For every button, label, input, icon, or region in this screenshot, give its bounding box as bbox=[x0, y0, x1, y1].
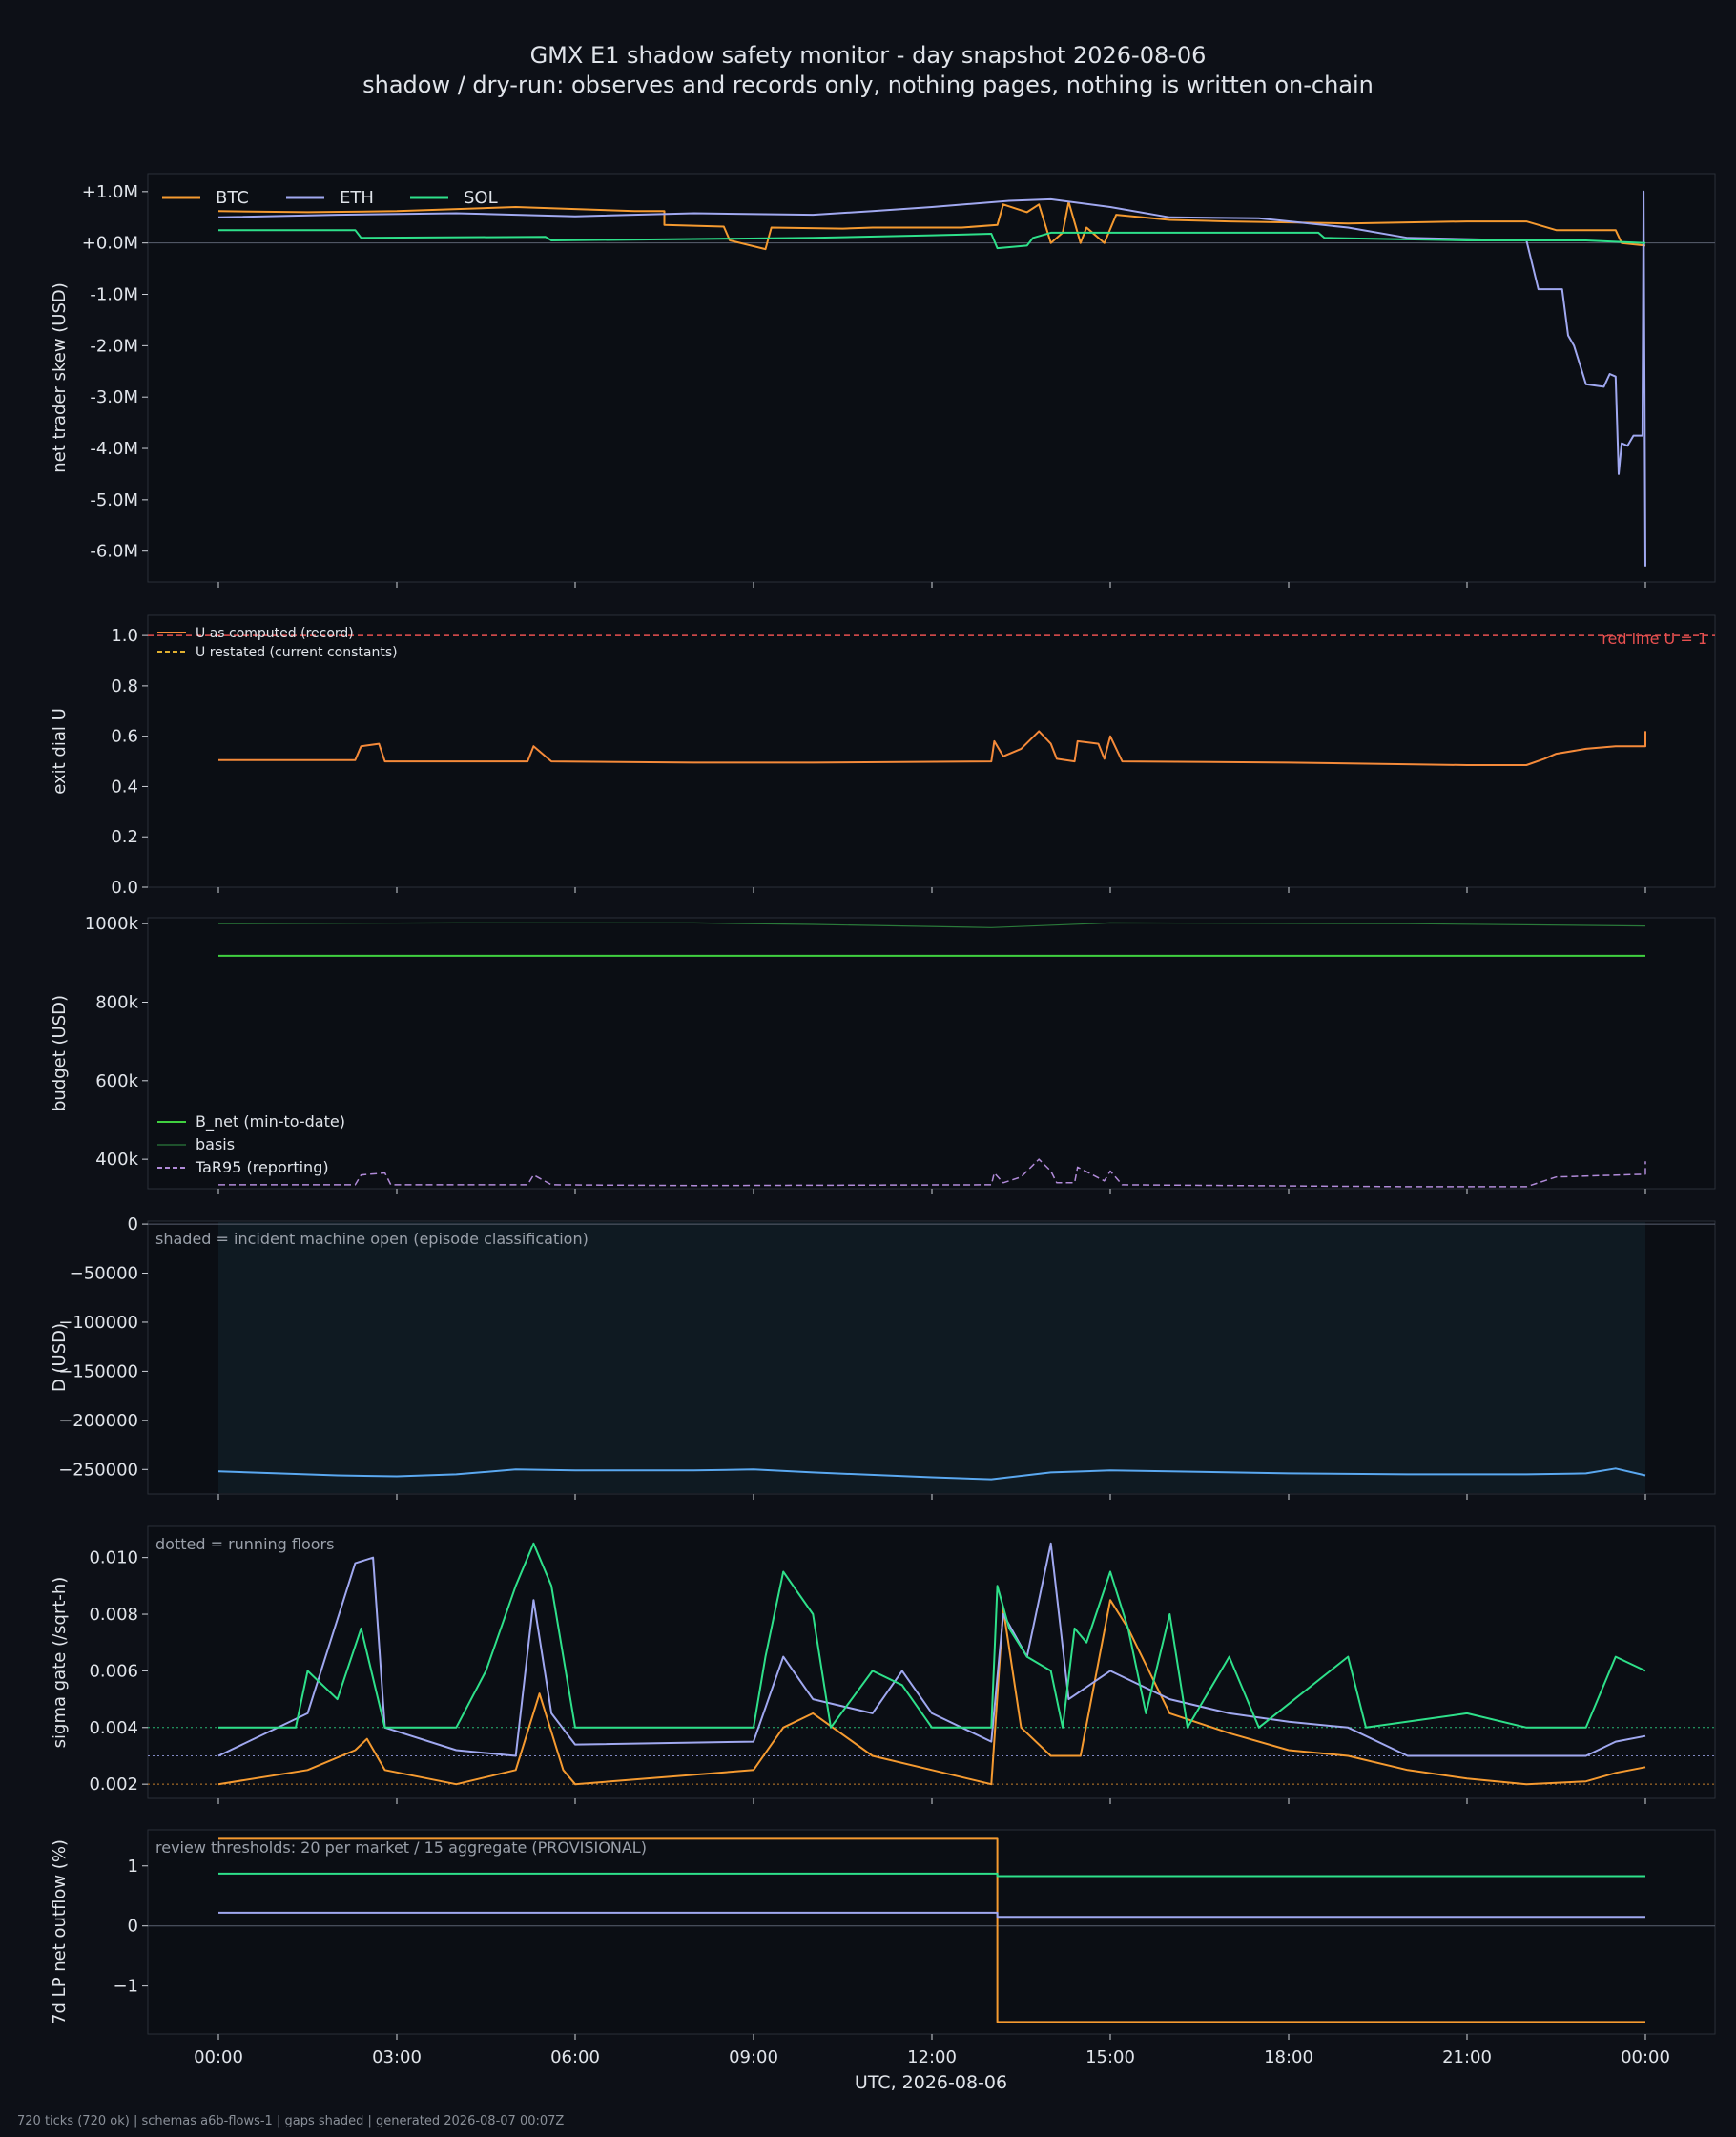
plot-area bbox=[147, 917, 1716, 1190]
legend-label-u-as-computed-record: U as computed (record) bbox=[196, 626, 354, 641]
y-tick-label: -6.0M bbox=[90, 542, 138, 562]
x-tick-label: 12:00 bbox=[907, 2047, 957, 2067]
series-line-eth bbox=[218, 1911, 1645, 1919]
y-tick-label: −50000 bbox=[70, 1264, 138, 1284]
series-line-btc bbox=[217, 200, 1646, 251]
y-tick-label: 800k bbox=[95, 992, 138, 1012]
red-line-label: red line U = 1 bbox=[1602, 630, 1707, 648]
y-tick-label: 0.004 bbox=[89, 1718, 138, 1738]
x-tick-label: 06:00 bbox=[550, 2047, 600, 2067]
series-line-basis bbox=[217, 922, 1646, 928]
x-tick-label: 09:00 bbox=[729, 2047, 778, 2067]
series-line-tar95-reporting bbox=[218, 1158, 1646, 1188]
y-axis-label: exit dial U bbox=[50, 708, 70, 795]
plot-area bbox=[147, 1525, 1716, 1799]
x-tick-label: 18:00 bbox=[1264, 2047, 1313, 2067]
x-axis-label: UTC, 2026-08-06 bbox=[855, 2072, 1007, 2093]
chart-panel-6: 1 0 −1 7d LP net outflow (%) review threshol… bbox=[50, 1829, 1716, 2040]
legend-label-eth: ETH bbox=[340, 188, 374, 208]
chart-panel-2: 0.0 0.2 0.4 0.6 0.8 1.0 exit dial U red line U … bbox=[50, 614, 1716, 898]
figure-subtitle: shadow / dry-run: observes and records o… bbox=[362, 72, 1374, 98]
panel-annotation: dotted = running floors bbox=[155, 1535, 334, 1553]
incident-shade bbox=[218, 1222, 1645, 1493]
y-tick-label: −200000 bbox=[58, 1411, 138, 1431]
y-tick-label: 1 bbox=[128, 1857, 138, 1877]
y-tick-label: 0.010 bbox=[89, 1548, 138, 1568]
chart-panel-4: 0 −50000 −100000 −150000 −200000 −250000 D (US… bbox=[50, 1214, 1716, 1500]
figure-title: GMX E1 shadow safety monitor - day snaps… bbox=[530, 42, 1207, 69]
y-axis-label: sigma gate (/sqrt-h) bbox=[50, 1577, 70, 1749]
y-tick-label: 600k bbox=[95, 1071, 138, 1091]
plot-area bbox=[147, 1829, 1716, 2035]
series-line-u-as-computed-record bbox=[218, 730, 1646, 766]
y-tick-label: 400k bbox=[95, 1150, 138, 1170]
y-tick-label: +0.0M bbox=[82, 234, 138, 254]
y-tick-label: −1 bbox=[113, 1977, 138, 1997]
legend: B_net (min-to-date) basis TaR95 (reporting… bbox=[157, 1112, 345, 1176]
y-axis-label: D (USD) bbox=[50, 1323, 70, 1392]
series-line-sol bbox=[218, 229, 1646, 250]
chart-panel-3: 400k 600k 800k 1000k budget (USD) B_net (min-… bbox=[50, 914, 1716, 1194]
y-tick-label: -3.0M bbox=[90, 387, 138, 407]
y-tick-label: 0.6 bbox=[111, 727, 138, 747]
y-tick-label: -1.0M bbox=[90, 285, 138, 305]
panel-annotation: shaded = incident machine open (episode … bbox=[155, 1230, 589, 1248]
legend-label-u-restated-current-constants: U restated (current constants) bbox=[196, 645, 398, 660]
y-axis-label: 7d LP net outflow (%) bbox=[50, 1839, 70, 2024]
series-line-btc bbox=[217, 1599, 1646, 1786]
x-tick-label: 21:00 bbox=[1442, 2047, 1492, 2067]
plot-area bbox=[147, 614, 1716, 888]
series-line-sol bbox=[218, 1872, 1645, 1878]
legend-label-basis: basis bbox=[196, 1135, 235, 1153]
series-line-d bbox=[217, 1467, 1646, 1481]
y-tick-label: 0.008 bbox=[89, 1605, 138, 1625]
y-tick-label: 1000k bbox=[85, 914, 139, 934]
y-tick-label: 0 bbox=[128, 1214, 138, 1234]
legend-label-tar95-reporting: TaR95 (reporting) bbox=[195, 1158, 329, 1176]
plot-area bbox=[147, 173, 1716, 583]
x-tick-label: 00:00 bbox=[1621, 2047, 1670, 2067]
chart-panel-5: 0.002 0.004 0.006 0.008 0.010 sigma gate (/sq… bbox=[50, 1525, 1716, 1804]
y-tick-label: 0.002 bbox=[89, 1774, 138, 1795]
y-tick-label: 0.2 bbox=[111, 827, 138, 847]
y-axis-label: net trader skew (USD) bbox=[50, 282, 70, 473]
y-tick-label: −250000 bbox=[58, 1460, 138, 1480]
y-axis-label: budget (USD) bbox=[50, 995, 70, 1111]
x-tick-label: 00:00 bbox=[194, 2047, 243, 2067]
legend-label-btc: BTC bbox=[216, 188, 249, 208]
series-line-sol bbox=[218, 1542, 1646, 1729]
y-tick-label: -4.0M bbox=[90, 439, 138, 459]
y-tick-label: 0.0 bbox=[111, 878, 138, 898]
y-tick-label: 0.8 bbox=[111, 676, 138, 696]
legend: BTC ETH SOL bbox=[162, 188, 498, 208]
footer-text: 720 ticks (720 ok) | schemas a6b-flows-1… bbox=[17, 2114, 565, 2128]
y-tick-label: −150000 bbox=[58, 1361, 138, 1381]
y-tick-label: −100000 bbox=[58, 1313, 138, 1333]
legend: U as computed (record) U restated (curren… bbox=[157, 626, 398, 660]
y-tick-label: 0.4 bbox=[111, 777, 138, 797]
panels: +1.0M +0.0M -1.0M -2.0M -3.0M -4.0M -5.0M -6.0M… bbox=[50, 173, 1716, 2067]
series-line-eth bbox=[217, 1542, 1646, 1757]
y-tick-label: -2.0M bbox=[90, 336, 138, 356]
panel-annotation: review thresholds: 20 per market / 15 ag… bbox=[155, 1838, 647, 1857]
y-tick-label: +1.0M bbox=[82, 182, 138, 202]
y-tick-label: -5.0M bbox=[90, 490, 138, 510]
x-tick-label: 03:00 bbox=[372, 2047, 422, 2067]
y-tick-label: 0.006 bbox=[89, 1661, 138, 1681]
y-tick-label: 1.0 bbox=[111, 626, 138, 646]
legend-label-sol: SOL bbox=[464, 188, 498, 208]
series-line-btc bbox=[218, 1837, 1645, 2023]
chart-panel-1: +1.0M +0.0M -1.0M -2.0M -3.0M -4.0M -5.0M -6.0M… bbox=[50, 173, 1716, 588]
x-tick-label: 15:00 bbox=[1085, 2047, 1135, 2067]
y-tick-label: 0 bbox=[128, 1917, 138, 1937]
legend-label-b-net-min-to-date: B_net (min-to-date) bbox=[196, 1112, 345, 1131]
